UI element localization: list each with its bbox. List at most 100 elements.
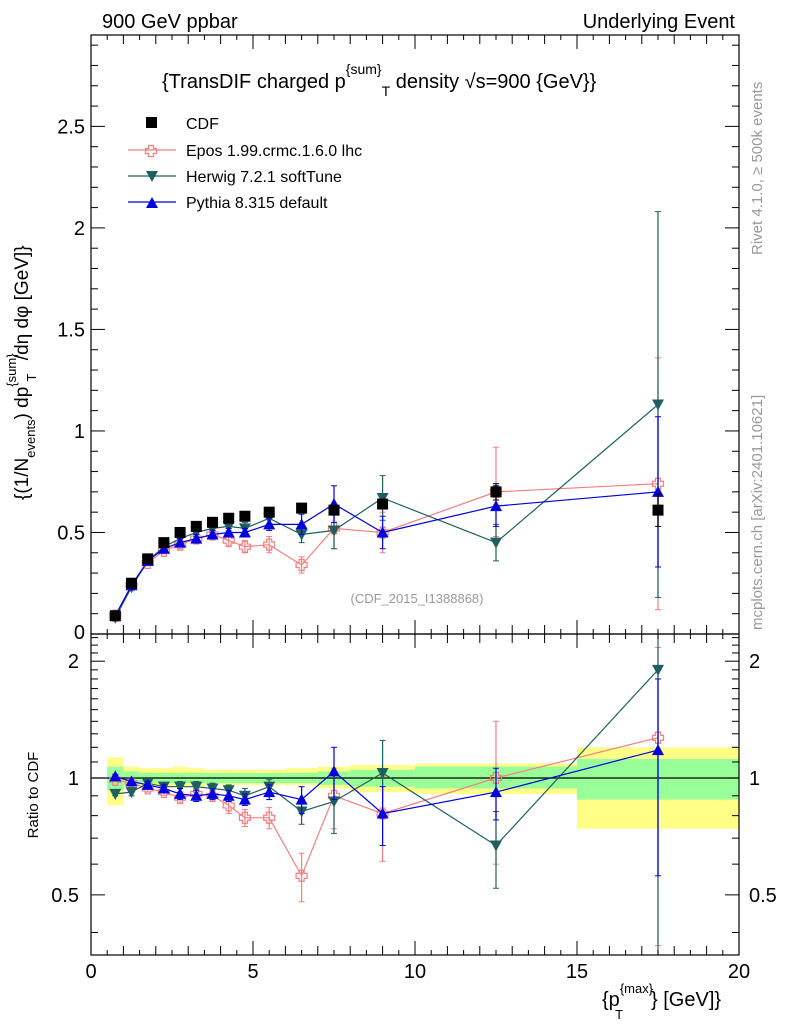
main-cdf-point xyxy=(263,506,275,518)
main-pythia-point xyxy=(490,500,502,512)
main-cdf-point xyxy=(142,553,154,565)
main-epos-point xyxy=(238,540,251,553)
main-cdf-point xyxy=(239,510,251,522)
main-cdf-point xyxy=(109,610,121,622)
x-tick-label: 15 xyxy=(566,961,588,983)
ratio-herwig-point xyxy=(174,781,187,793)
ratio-y-tick-label-left: 0.5 xyxy=(51,885,79,907)
x-tick-label: 5 xyxy=(247,961,258,983)
main-cdf-point xyxy=(328,504,340,516)
x-tick-label: 10 xyxy=(404,961,426,983)
main-y-tick-label: 0.5 xyxy=(57,522,85,544)
x-axis-label: {p{max} T} [GeV]} xyxy=(602,981,721,1022)
mcplots-label: mcplots.cern.ch [arXiv:2401.10621] xyxy=(749,395,766,630)
ratio-herwig-point xyxy=(190,781,203,793)
ratio-herwig-point xyxy=(376,768,389,780)
main-pythia-point xyxy=(206,528,219,540)
ratio-epos-point xyxy=(222,799,235,812)
legend-epos-label: Epos 1.99.crmc.1.6.0 lhc xyxy=(186,143,362,160)
ratio-epos-point xyxy=(263,811,276,824)
ratio-epos-point xyxy=(651,731,665,744)
legend-herwig-label: Herwig 7.2.1 softTune xyxy=(186,169,342,186)
main-pythia-point xyxy=(190,532,203,544)
main-pythia-point xyxy=(295,518,308,530)
ratio-herwig-point xyxy=(109,788,122,800)
main-pythia-point xyxy=(157,542,170,554)
legend-epos-marker xyxy=(144,144,158,158)
analysis-id-label: (CDF_2015_I1388868) xyxy=(351,591,484,606)
main-epos-point xyxy=(376,526,389,539)
ratio-epos-point xyxy=(238,811,251,824)
main-pythia-point xyxy=(174,536,187,548)
main-cdf-point xyxy=(296,502,308,514)
ratio-uncertainty-bands xyxy=(91,747,739,829)
x-tick-label: 0 xyxy=(85,961,96,983)
ratio-panel-axes: 0.5 0.51 12 20 5 10 15 20 xyxy=(51,634,777,983)
main-herwig-point xyxy=(490,537,502,549)
ratio-pythia-point xyxy=(238,793,251,805)
legend-cdf-label: CDF xyxy=(186,116,219,133)
main-herwig-line xyxy=(114,404,659,619)
ratio-pythia-point xyxy=(222,789,235,801)
main-cdf-point xyxy=(223,512,235,524)
main-epos-point xyxy=(222,534,235,547)
main-cdf-point xyxy=(158,537,170,549)
legend-pythia-label: Pythia 8.315 default xyxy=(186,195,328,212)
ratio-y-tick-label-right: 1 xyxy=(749,768,760,790)
ratio-pythia-point xyxy=(376,807,389,819)
main-cdf-point xyxy=(174,526,186,538)
legend-pythia-marker xyxy=(146,197,158,208)
main-herwig-point xyxy=(376,492,389,504)
main-title: {TransDIF charged p{sum}T density √s=900… xyxy=(162,61,597,99)
main-panel-data xyxy=(109,211,665,624)
main-y-tick-label: 2.5 xyxy=(57,116,85,138)
ratio-epos-point xyxy=(376,807,389,820)
main-y-tick-label: 2 xyxy=(74,218,85,240)
ratio-herwig-point xyxy=(125,787,138,799)
rivet-version-label: Rivet 4.1.0, ≥ 500k events xyxy=(749,82,766,255)
main-cdf-point xyxy=(377,498,389,510)
ratio-y-tick-label-right: 2 xyxy=(749,651,760,673)
ratio-y-tick-label-left: 1 xyxy=(68,768,79,790)
main-pythia-point xyxy=(238,526,251,538)
legend-cdf-marker xyxy=(146,117,157,128)
ratio-pythia-point xyxy=(174,787,187,799)
ratio-herwig-line xyxy=(115,669,659,847)
ratio-herwig-point xyxy=(490,840,502,852)
x-tick-label: 20 xyxy=(728,961,750,983)
ratio-y-tick-label-right: 0.5 xyxy=(749,885,777,907)
ratio-pythia-point xyxy=(157,782,170,794)
ratio-pythia-point xyxy=(295,793,308,805)
ratio-y-axis-label: Ratio to CDF xyxy=(25,752,42,839)
ratio-y-tick-label-left: 2 xyxy=(68,651,79,673)
main-y-tick-label: 1 xyxy=(74,421,85,443)
ratio-pythia-point xyxy=(328,765,340,777)
main-y-tick-label: 1.5 xyxy=(57,319,85,341)
ratio-pythia-point xyxy=(141,778,154,790)
main-cdf-point xyxy=(490,486,502,498)
ratio-panel-data xyxy=(109,633,665,956)
main-y-axis-label: {(1/Nevents) dp{sum} T /dη dφ [GeV]} xyxy=(4,245,39,500)
ratio-herwig-point xyxy=(652,664,664,676)
legend: CDF Epos 1.99.crmc.1.6.0 lhc Herwig 7.2.… xyxy=(128,116,362,212)
main-epos-point xyxy=(295,558,308,572)
ratio-pythia-point xyxy=(206,787,219,799)
ratio-pythia-point xyxy=(652,744,664,756)
main-pythia-point xyxy=(222,526,235,538)
legend-herwig-marker xyxy=(146,171,158,182)
ratio-pythia-point xyxy=(125,775,138,787)
main-y-tick-label-zero: 0 xyxy=(74,622,85,644)
main-pythia-point xyxy=(376,526,389,538)
main-herwig-point xyxy=(652,399,664,411)
ratio-pythia-point xyxy=(263,786,276,798)
main-epos-point xyxy=(263,538,276,551)
main-pythia-point xyxy=(263,518,276,530)
ratio-pythia-point xyxy=(109,770,122,782)
ratio-pythia-point xyxy=(190,789,203,801)
main-cdf-point xyxy=(190,520,202,532)
main-herwig-point xyxy=(328,525,340,537)
main-cdf-point xyxy=(207,516,218,528)
main-epos-point xyxy=(651,477,665,490)
main-cdf-point xyxy=(126,577,137,589)
